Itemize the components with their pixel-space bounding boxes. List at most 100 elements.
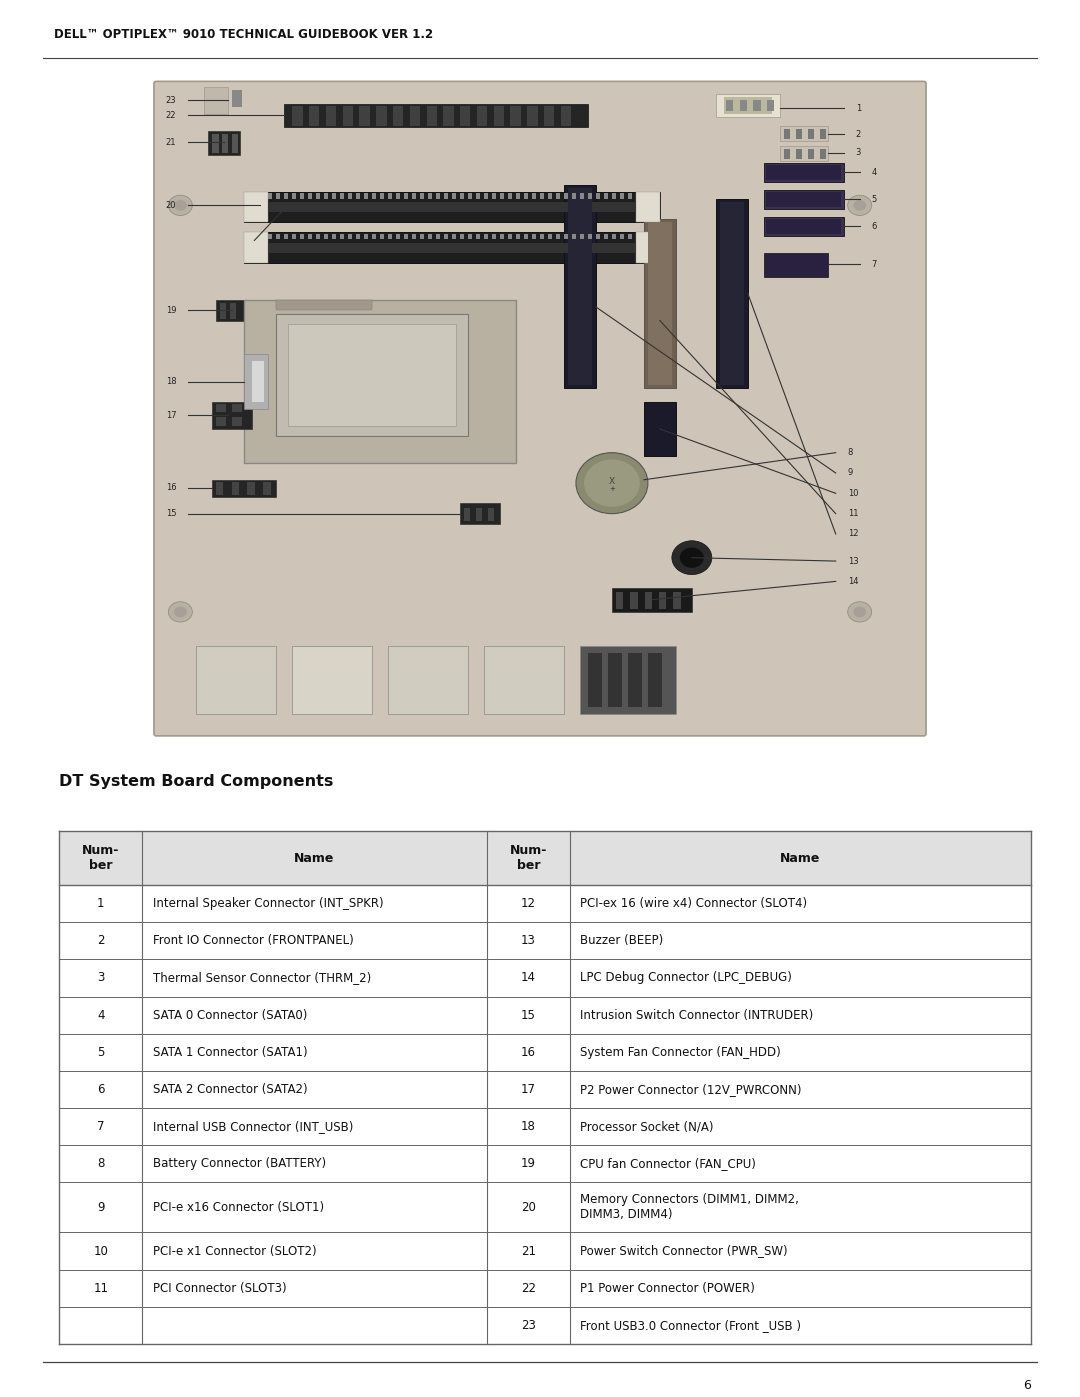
Bar [380,193,384,198]
Bar [808,129,814,138]
Text: 23: 23 [165,96,176,105]
Bar [216,300,248,320]
Text: PCI-e x16 Connector (SLOT1): PCI-e x16 Connector (SLOT1) [153,1201,324,1214]
Text: PCI Connector (SLOT3): PCI Connector (SLOT3) [153,1281,286,1295]
Bar [316,233,321,239]
Text: DT System Board Components: DT System Board Components [59,774,334,789]
Bar [293,233,296,239]
Bar [460,106,471,126]
Text: 2: 2 [855,130,861,138]
Bar [356,193,361,198]
Bar [443,106,454,126]
Bar [648,652,662,707]
Bar [197,645,276,714]
Bar [453,193,456,198]
Bar [396,193,400,198]
Text: 18: 18 [521,1120,536,1133]
Text: Num-
ber: Num- ber [82,844,120,872]
Bar [796,129,802,138]
Text: 9: 9 [848,468,853,478]
Text: 4: 4 [872,168,877,176]
Bar [612,233,616,239]
Bar [596,193,600,198]
Text: 8: 8 [848,448,853,457]
Bar [572,193,576,198]
Text: Power Switch Connector (PWR_SW): Power Switch Connector (PWR_SW) [581,1245,788,1257]
Bar [216,418,226,426]
Bar [548,193,552,198]
Text: Num-
ber: Num- ber [510,844,548,872]
Text: 9: 9 [97,1201,105,1214]
Bar [340,193,345,198]
Bar [484,233,488,239]
Circle shape [174,200,187,211]
Text: Name: Name [781,852,821,865]
FancyBboxPatch shape [154,81,926,736]
Text: 13: 13 [848,556,859,566]
Bar [524,193,528,198]
Bar [648,222,672,386]
Bar [221,134,228,152]
Bar [627,233,632,239]
Bar [413,193,416,198]
Bar [468,193,472,198]
Text: 7: 7 [97,1120,105,1133]
Bar [348,233,352,239]
Bar [364,233,368,239]
Bar [253,362,265,402]
Bar [484,193,488,198]
Text: 18: 18 [165,377,176,386]
Bar [476,507,482,521]
Bar [464,507,470,521]
Bar [388,233,392,239]
Text: 1: 1 [855,103,861,113]
Bar [393,106,403,126]
Bar [631,592,637,609]
Text: LPC Debug Connector (LPC_DEBUG): LPC Debug Connector (LPC_DEBUG) [581,971,793,985]
Bar [276,314,468,436]
Circle shape [680,548,704,567]
Bar [754,101,760,110]
Bar [308,233,312,239]
Bar [544,106,554,126]
Text: Name: Name [295,852,335,865]
Text: Memory Connectors (DIMM1, DIMM2,
DIMM3, DIMM4): Memory Connectors (DIMM1, DIMM2, DIMM3, … [581,1193,799,1221]
Text: 6: 6 [97,1083,105,1095]
Bar [232,91,242,108]
Text: 22: 22 [166,110,176,120]
Text: Buzzer (BEEP): Buzzer (BEEP) [581,935,664,947]
Bar [588,233,592,239]
Bar [231,134,238,152]
Bar [612,193,616,198]
Bar [208,131,241,155]
Bar [764,253,827,277]
Bar [784,129,791,138]
Bar [476,193,481,198]
Bar [232,418,242,426]
Bar [564,193,568,198]
Bar [413,233,416,239]
Bar [276,300,373,310]
Text: 8: 8 [97,1157,105,1171]
Text: 12: 12 [521,897,536,909]
Bar [588,652,603,707]
Bar [500,233,504,239]
Text: 21: 21 [166,138,176,147]
Bar [527,106,538,126]
Bar [580,645,676,714]
Bar [213,479,276,497]
Bar [308,193,312,198]
Bar [588,193,592,198]
Text: 3: 3 [855,148,861,156]
Text: SATA 1 Connector (SATA1): SATA 1 Connector (SATA1) [153,1046,308,1059]
Bar [232,404,242,412]
Circle shape [168,602,192,622]
Text: CPU fan Connector (FAN_CPU): CPU fan Connector (FAN_CPU) [581,1157,756,1171]
Text: 7: 7 [872,260,877,268]
Bar [494,106,504,126]
Bar [333,193,336,198]
Bar [556,233,561,239]
Bar [488,507,494,521]
Bar [604,193,608,198]
Bar [396,233,400,239]
